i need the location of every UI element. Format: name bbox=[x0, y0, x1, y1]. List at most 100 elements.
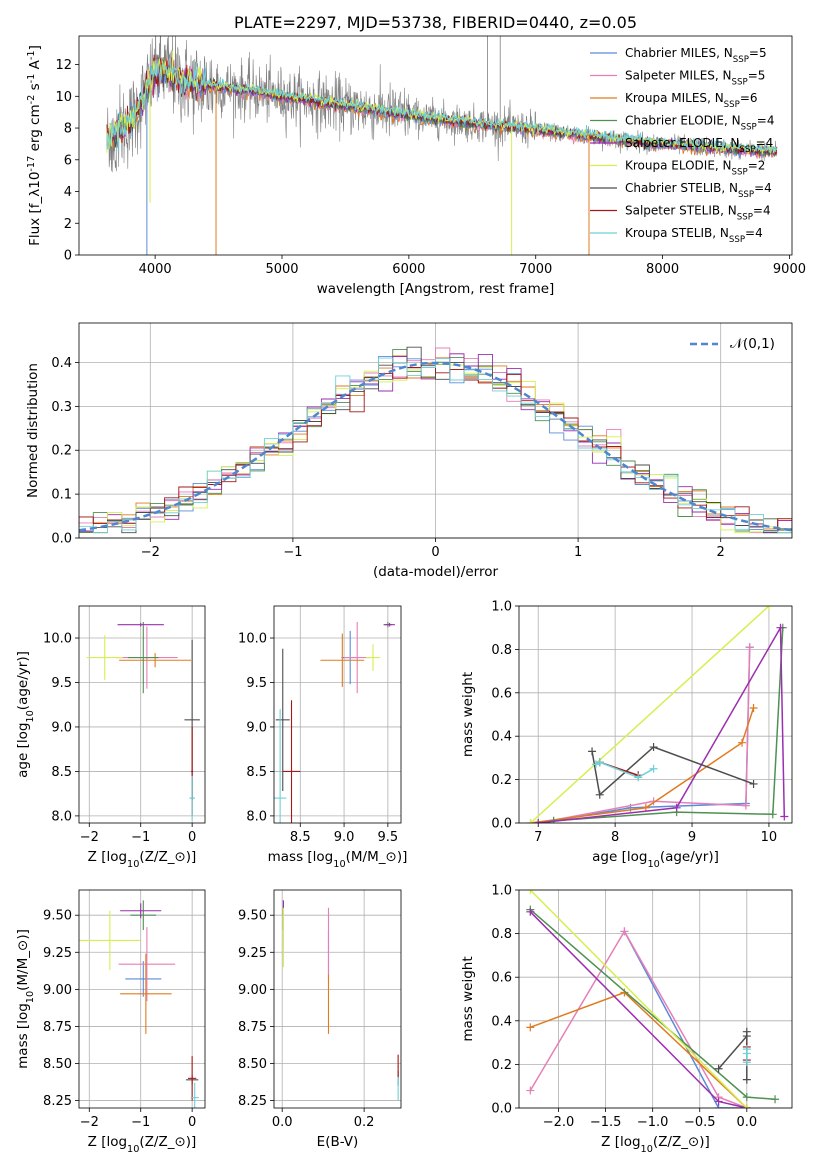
y-tick-label: 0.0 bbox=[51, 532, 72, 547]
marker bbox=[776, 623, 785, 632]
axes-frame bbox=[273, 889, 402, 1109]
x-tick-label: 0 bbox=[431, 545, 439, 560]
x-tick-label: 0 bbox=[188, 1115, 196, 1130]
y-tick-label: 0.4 bbox=[51, 356, 72, 371]
normal-reference-curve bbox=[79, 361, 792, 532]
axes-frame bbox=[273, 605, 402, 824]
legend-nssp: 4 bbox=[755, 226, 763, 240]
y-tick-label: 0.2 bbox=[51, 444, 72, 459]
x-tick-label: −2 bbox=[80, 830, 99, 845]
y-tick-label: 10.0 bbox=[238, 632, 267, 647]
marker bbox=[764, 606, 773, 610]
errorbar-kroupa-stelib bbox=[189, 775, 195, 821]
axes-frame bbox=[518, 889, 793, 1109]
x-tick-label: −1.0 bbox=[637, 1115, 669, 1130]
panel-age-vs-mass: 8.5 9.0 9.5 8.0 8.5 9.0 9.5 10.0 mass [log10(M/M… bbox=[238, 605, 407, 870]
y-tick-label: 8.75 bbox=[238, 1020, 267, 1035]
y-axis-label: mass weight bbox=[460, 672, 476, 757]
x-tick-label: 8.5 bbox=[290, 830, 311, 845]
y-tick-label: 0.8 bbox=[491, 643, 512, 658]
marker bbox=[649, 743, 658, 752]
y-tick-label: 0.6 bbox=[491, 686, 512, 701]
marker bbox=[741, 801, 750, 810]
y-tick-label: 9.5 bbox=[246, 676, 267, 691]
errorbar-kroupa-stelib bbox=[274, 709, 287, 823]
marker bbox=[526, 890, 535, 894]
y-tick-label: 9.00 bbox=[238, 983, 267, 998]
legend-nssp: 5 bbox=[758, 69, 766, 83]
legend-name: Kroupa ELODIE bbox=[625, 159, 715, 173]
x-tick-label: 5000 bbox=[265, 262, 298, 277]
x-tick-label: −2.0 bbox=[543, 1115, 575, 1130]
x-axis-label: wavelength [Angstrom, rest frame] bbox=[317, 281, 555, 297]
errorbar-chabrier-elodie bbox=[127, 622, 159, 694]
x-axis-label: Z [log10(Z/Z_⊙)] bbox=[88, 849, 197, 870]
x-tick-label: −1 bbox=[131, 830, 150, 845]
x-tick-label: −1 bbox=[283, 545, 302, 560]
y-tick-label: 8.5 bbox=[246, 765, 267, 780]
y-tick-label: 0.4 bbox=[491, 1014, 512, 1029]
errorbar-kroupa-miles bbox=[320, 633, 365, 687]
y-tick-label: 2 bbox=[64, 217, 72, 232]
x-tick-label: 6000 bbox=[392, 262, 425, 277]
marker bbox=[749, 703, 758, 712]
weights-chabrier-stelib bbox=[714, 1027, 751, 1084]
x-tick-label: 0 bbox=[188, 830, 196, 845]
y-tick-label: 0.2 bbox=[491, 1058, 512, 1073]
errorbar-salpeter-miles bbox=[327, 907, 330, 982]
y-tick-label: 8.25 bbox=[43, 1094, 72, 1109]
x-tick-label: 7 bbox=[534, 830, 542, 845]
y-tick-label: 10.0 bbox=[43, 632, 72, 647]
errorbar-chabrier-stelib bbox=[275, 648, 290, 791]
y-tick-label: 0.3 bbox=[51, 400, 72, 415]
plot-area bbox=[274, 622, 395, 823]
legend: Chabrier MILES, NSSP=5 Salpeter MILES, NS… bbox=[590, 46, 774, 245]
y-tick-label: 8.50 bbox=[43, 1057, 72, 1072]
legend-entry: Salpeter STELIB, NSSP=4 bbox=[625, 204, 771, 223]
x-tick-label: 9 bbox=[688, 830, 696, 845]
legend-name: Kroupa STELIB bbox=[625, 226, 712, 240]
marker bbox=[526, 819, 535, 823]
y-tick-label: 8.50 bbox=[238, 1057, 267, 1072]
x-tick-label: 0.0 bbox=[736, 1115, 757, 1130]
weights-chabrier-miles bbox=[549, 643, 754, 823]
plot-area bbox=[526, 606, 789, 823]
x-axis-label: Z [log10(Z/Z_⊙)] bbox=[601, 1134, 710, 1155]
y-tick-label: 0 bbox=[64, 249, 72, 264]
errorbar-kroupa-elodie bbox=[365, 644, 380, 671]
x-tick-label: −1 bbox=[131, 1115, 150, 1130]
panel-weight-vs-Z: −2.0 −1.5 −1.0 −0.5 0.0 0.0 0.2 0.4 0.6 0.8 1.0 Z [… bbox=[460, 884, 793, 1155]
legend-nssp: 4 bbox=[767, 114, 775, 128]
x-tick-label: −1.5 bbox=[590, 1115, 622, 1130]
panel-mass-vs-EBV: 0.0 0.2 8.25 8.50 8.75 9.00 9.25 9.50 E(B-V) bbox=[238, 889, 402, 1150]
marker bbox=[742, 1075, 751, 1084]
plot-area bbox=[282, 900, 399, 1101]
legend-name: Salpeter STELIB bbox=[625, 204, 720, 218]
y-tick-label: 0.4 bbox=[491, 730, 512, 745]
y-tick-label: 9.5 bbox=[51, 676, 72, 691]
legend-entry: Chabrier STELIB, NSSP=4 bbox=[625, 181, 772, 200]
marker bbox=[780, 812, 789, 821]
legend-entry: Kroupa STELIB, NSSP=4 bbox=[625, 226, 763, 245]
weights-kroupa-stelib bbox=[591, 758, 658, 782]
y-tick-label: 8.75 bbox=[43, 1020, 72, 1035]
y-tick-label: 0.0 bbox=[491, 1102, 512, 1117]
errorbar-kroupa-miles bbox=[120, 953, 172, 1034]
y-tick-label: 8.5 bbox=[51, 765, 72, 780]
plot-area bbox=[79, 900, 199, 1108]
y-tick-label: 8 bbox=[64, 122, 72, 137]
axes-frame bbox=[78, 322, 793, 539]
weights-chabrier-elodie bbox=[549, 623, 787, 823]
y-tick-label: 12 bbox=[55, 58, 72, 73]
x-tick-label: −2 bbox=[80, 1115, 99, 1130]
legend-name: Salpeter MILES bbox=[625, 69, 715, 83]
x-axis-label: Z [log10(Z/Z_⊙)] bbox=[88, 1134, 197, 1155]
legend-name: Chabrier MILES bbox=[625, 46, 716, 60]
errorbar-kroupa-stelib bbox=[397, 1076, 399, 1101]
errorbar-kroupa-elodie bbox=[282, 907, 284, 968]
legend-entry: Salpeter ELODIE, NSSP=4 bbox=[625, 136, 773, 155]
y-tick-label: 6 bbox=[64, 153, 72, 168]
y-axis-label: Normed distribution bbox=[25, 363, 41, 498]
marker bbox=[714, 1097, 723, 1106]
chart-title: PLATE=2297, MJD=53738, FIBERID=0440, z=0… bbox=[234, 13, 637, 32]
